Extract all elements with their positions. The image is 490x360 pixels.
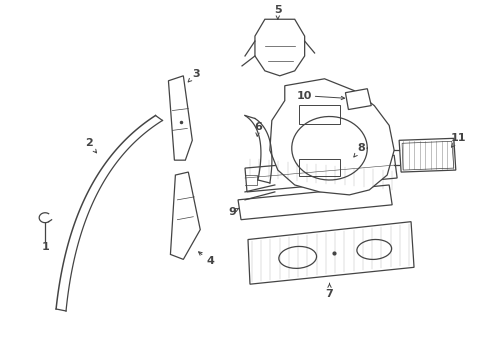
Text: 4: 4: [206, 256, 214, 266]
Text: 6: 6: [254, 122, 262, 132]
Polygon shape: [255, 19, 305, 76]
Polygon shape: [345, 89, 371, 109]
Text: 9: 9: [228, 207, 236, 217]
Text: 3: 3: [193, 69, 200, 79]
Polygon shape: [169, 76, 192, 160]
Polygon shape: [292, 117, 368, 180]
Text: 8: 8: [358, 143, 365, 153]
Polygon shape: [248, 222, 414, 284]
Ellipse shape: [279, 247, 317, 268]
Text: 7: 7: [326, 289, 333, 299]
Text: 5: 5: [274, 5, 282, 15]
Text: 2: 2: [85, 138, 93, 148]
Polygon shape: [270, 79, 394, 195]
Polygon shape: [238, 185, 392, 220]
Polygon shape: [245, 155, 397, 192]
Polygon shape: [399, 138, 456, 172]
Text: 11: 11: [451, 133, 466, 143]
Polygon shape: [171, 172, 200, 260]
Ellipse shape: [357, 239, 392, 260]
Text: 1: 1: [41, 243, 49, 252]
Text: 10: 10: [297, 91, 312, 101]
